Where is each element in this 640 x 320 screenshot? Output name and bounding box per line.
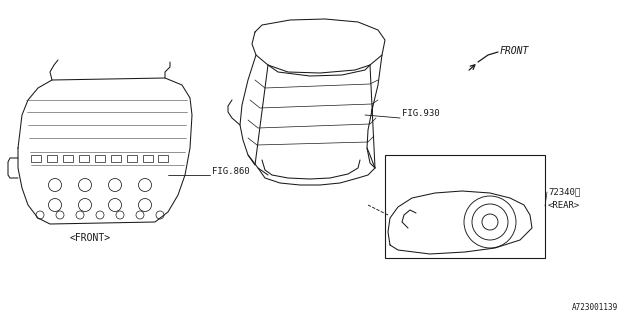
Bar <box>158 155 168 162</box>
Bar <box>31 155 41 162</box>
Bar <box>95 155 105 162</box>
Bar <box>111 155 121 162</box>
Bar <box>47 155 57 162</box>
Bar <box>79 155 89 162</box>
Text: 72340①: 72340① <box>548 188 580 196</box>
Text: <REAR>: <REAR> <box>548 201 580 210</box>
Text: FRONT: FRONT <box>500 46 529 56</box>
Bar <box>127 155 137 162</box>
Text: FIG.930: FIG.930 <box>402 109 440 118</box>
Bar <box>143 155 153 162</box>
Text: FIG.860: FIG.860 <box>212 167 250 177</box>
Bar <box>63 155 73 162</box>
Bar <box>385 155 545 258</box>
Text: <FRONT>: <FRONT> <box>69 233 111 243</box>
Text: A723001139: A723001139 <box>572 303 618 313</box>
